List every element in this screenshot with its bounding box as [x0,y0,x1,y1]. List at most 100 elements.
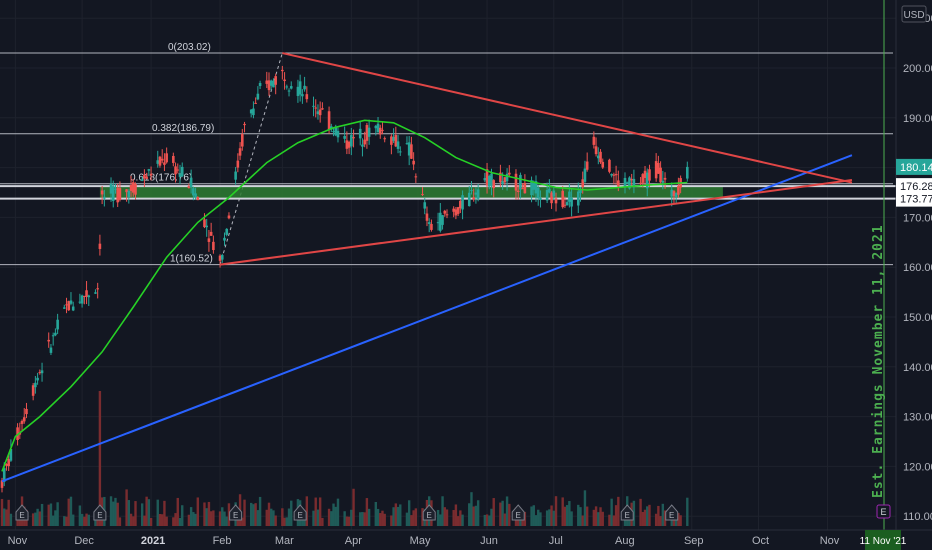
volume-bar [203,502,206,526]
volume-bar [679,515,682,526]
candle-body [296,86,300,96]
price-tick-label: 130.00 [903,412,932,424]
volume-bar [641,511,644,526]
candle-body [625,182,629,184]
earnings-marker[interactable]: E [15,504,29,521]
volume-bar [537,509,540,526]
volume-bar [550,505,553,526]
candle-body [421,193,424,195]
earnings-marker[interactable]: E [93,504,107,521]
earnings-marker[interactable]: E [511,504,525,521]
candle-body [241,133,244,147]
earnings-marker-letter: E [669,511,674,520]
candle-body [16,427,19,440]
candle-body [632,178,636,187]
volume-bar [18,517,21,526]
candle-body [301,94,304,97]
trend-lines[interactable] [1,52,853,483]
candle-body [172,155,175,163]
earnings-marker[interactable]: E [620,504,634,521]
volume-bar [548,509,551,526]
price-axis[interactable] [896,0,932,530]
candle-body [31,385,35,396]
candle-body [187,185,191,189]
fib-level-label: 0.618(176.76) [130,173,192,184]
volume-bar [592,509,596,526]
earnings-marker[interactable]: E [665,504,679,521]
candle-body [0,480,4,488]
volume-bar [396,506,400,526]
candle-body [285,86,289,88]
candle-body [561,190,564,208]
volume-bar [256,510,260,526]
fibonacci-retracement[interactable]: 0(203.02) 0.382(186.79) 0.618(176.76) 1(160… [0,42,893,266]
candle-body [189,177,193,188]
volume-bar [474,505,478,526]
volume-bar [252,504,255,526]
volume-bar [158,514,162,526]
volume-bar [363,512,366,526]
volume-bar [677,512,680,526]
long-trendline[interactable] [1,154,853,483]
volume-bar [407,500,411,526]
time-tick-label: Mar [275,535,294,547]
candle-body [303,85,306,90]
candle-body [398,151,402,153]
volume-bar [140,503,144,526]
volume-bar [258,496,262,526]
volume-bar [161,514,164,526]
candle-body [236,160,240,168]
earnings-date-badge[interactable]: 11 Nov '21 [860,530,907,550]
volume-bar [570,511,573,526]
candle-body [350,135,353,147]
volume-bar [414,508,418,526]
candle-body [140,179,144,181]
candle-body [597,155,600,159]
volume-bar [468,503,471,526]
time-tick-label: Sep [684,535,704,547]
volume-bar [314,497,317,526]
candle-body [25,408,28,415]
volume-bar [614,505,618,526]
volume-bar [608,514,611,526]
candle-body [383,138,386,140]
candle-body [287,90,291,92]
volume-bar [657,505,660,526]
candle-body [663,177,667,180]
earnings-marker[interactable]: E [293,504,307,521]
fib-level-label: 0(203.02) [168,42,211,53]
volume-bar [601,511,604,526]
candle-body [661,180,665,183]
candle-body [334,126,338,136]
candle-body [474,192,478,195]
candle-body [83,295,86,297]
volume-bar [492,498,495,526]
volume-bar [47,504,50,526]
volume-bar [410,515,413,526]
candle-body [492,180,496,189]
volume-bar [223,511,226,526]
earnings-badge[interactable]: E [876,504,891,519]
candle-body [412,160,415,165]
volume-bar [359,512,362,526]
time-axis[interactable] [0,530,932,550]
candle-body [536,187,540,199]
earnings-marker[interactable]: E [229,504,243,521]
earnings-marker[interactable]: E [422,504,436,521]
volume-bar [490,508,493,526]
volume-bar [365,498,369,526]
candle-body [672,191,676,197]
candle-body [143,174,146,179]
volume-bar [178,517,182,526]
volume-bar [412,510,415,526]
rising-support-line[interactable] [219,179,853,266]
time-tick-label: Feb [213,535,232,547]
currency-badge[interactable]: USD [901,5,927,23]
support-zone[interactable] [0,185,896,200]
candle-body [485,169,489,186]
resistance-line[interactable] [282,52,853,184]
support-zone-rect[interactable] [99,186,723,199]
volume-bar [505,496,509,526]
